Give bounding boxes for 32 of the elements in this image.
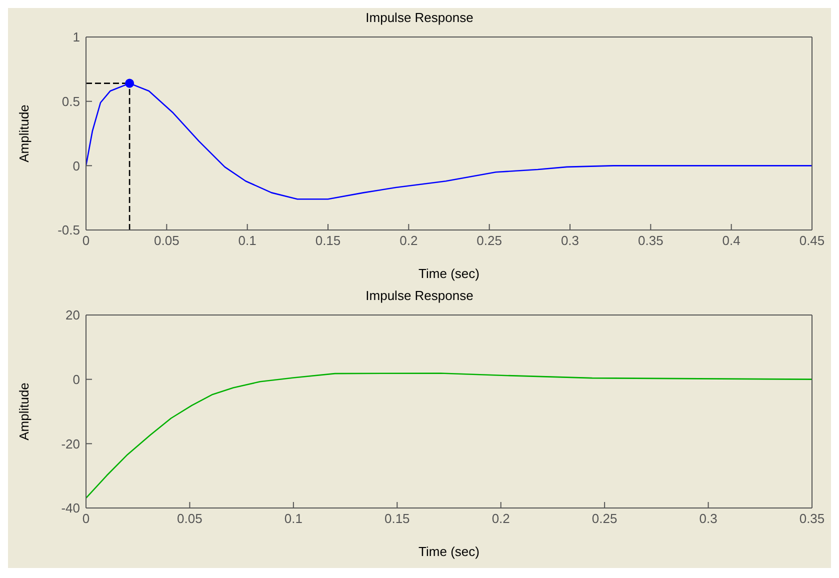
x-tick-label: 0.2 bbox=[492, 511, 510, 526]
x-tick-label: 0.05 bbox=[177, 511, 202, 526]
x-tick-label: 0.3 bbox=[699, 511, 718, 526]
x-tick-label: 0.05 bbox=[154, 233, 180, 248]
x-tick-label: 0.25 bbox=[476, 233, 502, 248]
y-axis-title: Amplitude bbox=[16, 104, 32, 162]
x-axis-title: Time (sec) bbox=[418, 544, 480, 559]
y-tick-label: -20 bbox=[61, 436, 80, 452]
x-tick-label: 0.15 bbox=[315, 233, 341, 248]
x-tick-label: 0.2 bbox=[400, 233, 418, 248]
x-tick-label: 0.15 bbox=[384, 511, 410, 526]
x-tick-label: 0 bbox=[82, 233, 90, 248]
x-tick-label: 0.3 bbox=[560, 233, 580, 248]
x-tick-label: 0.4 bbox=[722, 233, 740, 248]
x-tick-label: 0.25 bbox=[592, 511, 618, 526]
chart-title: Impulse Response bbox=[364, 10, 474, 25]
y-tick-label: 0 bbox=[72, 372, 80, 387]
y-tick-label: 20 bbox=[66, 308, 80, 323]
chart-title: Impulse Response bbox=[364, 288, 474, 303]
y-tick-label: 0 bbox=[72, 158, 80, 174]
y-axis-title: Amplitude bbox=[16, 382, 32, 440]
x-tick-label: 0.1 bbox=[284, 511, 302, 526]
x-tick-label: 0.35 bbox=[638, 233, 664, 248]
y-tick-label: -0.5 bbox=[58, 222, 80, 238]
x-tick-label: 0.35 bbox=[799, 511, 825, 526]
y-tick-label: -40 bbox=[61, 500, 80, 516]
y-tick-label: 1 bbox=[72, 30, 80, 45]
x-tick-label: 0.1 bbox=[238, 233, 256, 248]
y-tick-label: 0.5 bbox=[62, 94, 80, 109]
x-tick-label: 0 bbox=[82, 511, 90, 526]
x-tick-label: 0.45 bbox=[799, 233, 825, 248]
x-axis-title: Time (sec) bbox=[418, 266, 480, 281]
